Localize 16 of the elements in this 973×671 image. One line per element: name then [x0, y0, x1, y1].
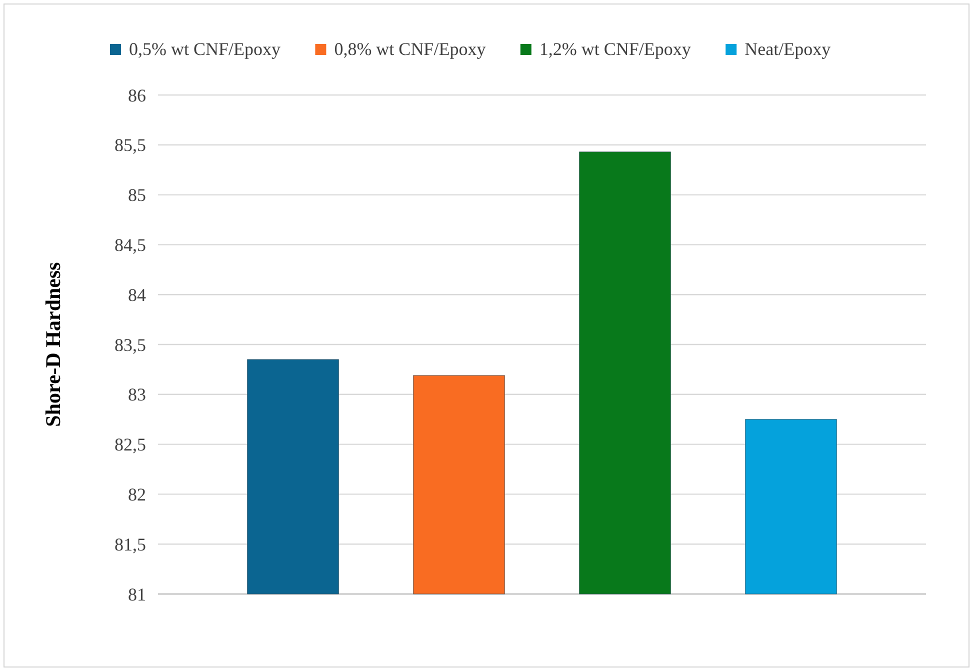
- y-tick-label: 84: [128, 284, 146, 305]
- y-tick-label: 83: [128, 384, 146, 405]
- y-tick-label: 86: [128, 85, 146, 106]
- y-axis-title: Shore-D Hardness: [41, 262, 65, 427]
- y-tick-label: 82,5: [114, 434, 146, 455]
- legend-label: 0,5% wt CNF/Epoxy: [129, 39, 281, 59]
- y-tick-label: 81,5: [114, 534, 146, 554]
- legend-label: 0,8% wt CNF/Epoxy: [334, 39, 486, 59]
- legend-label: Neat/Epoxy: [744, 39, 831, 59]
- legend-label: 1,2% wt CNF/Epoxy: [539, 39, 691, 59]
- y-tick-label: 82: [128, 484, 146, 504]
- y-tick-label: 85: [128, 185, 146, 206]
- y-tick-label: 83,5: [114, 334, 146, 355]
- y-tick-label: 85,5: [114, 135, 146, 156]
- y-tick-label: 84,5: [114, 235, 146, 255]
- y-tick-label: 81: [128, 584, 146, 604]
